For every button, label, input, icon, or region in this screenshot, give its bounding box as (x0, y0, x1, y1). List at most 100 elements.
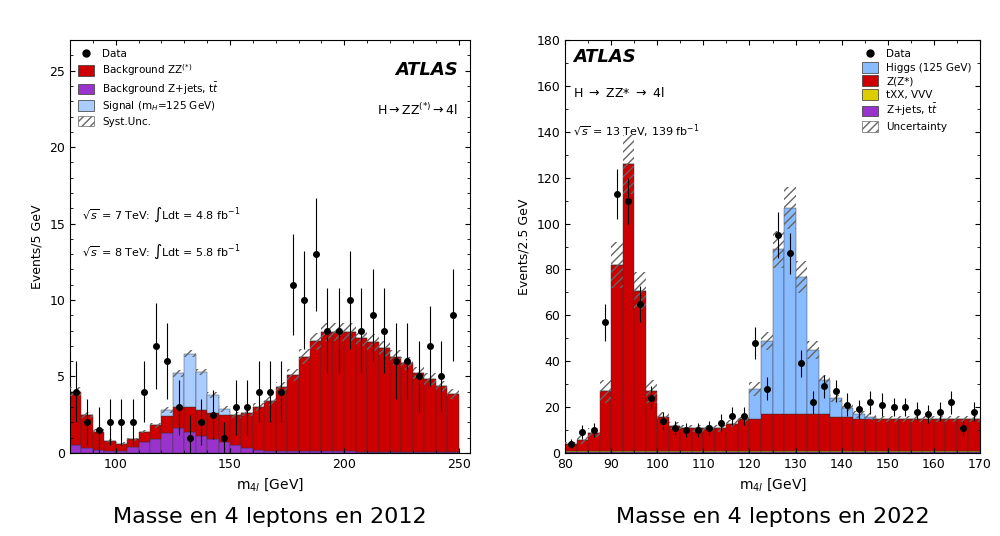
Text: $\sqrt{s}$ = 8 TeV: $\int$Ldt = 5.8 fb$^{-1}$: $\sqrt{s}$ = 8 TeV: $\int$Ldt = 5.8 fb$^… (82, 242, 240, 260)
Bar (957, 451, 968, 452)
Bar (680, 451, 692, 452)
X-axis label: m$_{4l}$ [GeV]: m$_{4l}$ [GeV] (236, 477, 304, 493)
Bar (796, 452, 807, 453)
Bar (253, 450, 264, 453)
Bar (173, 374, 184, 407)
Bar (264, 401, 276, 451)
Bar (333, 323, 344, 341)
Bar (196, 369, 207, 375)
Y-axis label: Events/5 GeV: Events/5 GeV (31, 204, 44, 289)
Bar (116, 442, 127, 445)
Bar (611, 452, 623, 453)
Bar (161, 407, 173, 413)
Text: H $\rightarrow$ ZZ* $\rightarrow$ 4l: H $\rightarrow$ ZZ* $\rightarrow$ 4l (573, 86, 665, 100)
Bar (899, 415, 911, 422)
Bar (104, 451, 116, 453)
Bar (899, 452, 911, 453)
Bar (888, 451, 899, 452)
Bar (738, 452, 749, 453)
Bar (611, 265, 623, 451)
Bar (565, 442, 577, 446)
Bar (184, 407, 196, 431)
Bar (184, 349, 196, 358)
Bar (749, 389, 761, 419)
Bar (264, 396, 276, 406)
Bar (623, 451, 634, 452)
Bar (401, 452, 413, 453)
Bar (784, 188, 796, 229)
Bar (715, 451, 726, 452)
Bar (669, 422, 680, 429)
Bar (577, 452, 588, 453)
Bar (127, 439, 139, 447)
Bar (911, 452, 922, 453)
Bar (669, 452, 680, 453)
Bar (81, 415, 93, 448)
Bar (830, 451, 842, 452)
Bar (196, 436, 207, 453)
Bar (634, 291, 646, 451)
Bar (127, 447, 139, 453)
Bar (796, 451, 807, 452)
Bar (207, 392, 219, 398)
Bar (796, 261, 807, 293)
Bar (853, 414, 865, 419)
Bar (600, 452, 611, 453)
Bar (819, 380, 830, 414)
Bar (853, 411, 865, 418)
Bar (715, 428, 726, 451)
Bar (968, 452, 980, 453)
Bar (70, 445, 81, 453)
Bar (219, 442, 230, 453)
Bar (749, 452, 761, 453)
Bar (436, 386, 447, 452)
Bar (356, 452, 367, 453)
Bar (230, 415, 241, 445)
Bar (772, 414, 784, 451)
Bar (945, 451, 957, 452)
Bar (367, 334, 379, 351)
Bar (196, 372, 207, 410)
Bar (70, 387, 81, 396)
Legend: Data, Higgs (125 GeV), Z(Z*), tXX, VVV, Z+jets, t$\bar{t}$, Uncertainty: Data, Higgs (125 GeV), Z(Z*), tXX, VVV, … (859, 46, 975, 135)
Bar (726, 423, 738, 451)
Bar (93, 429, 104, 434)
Bar (447, 394, 459, 452)
Bar (657, 412, 669, 421)
Bar (772, 249, 784, 414)
Bar (807, 350, 819, 414)
Bar (726, 452, 738, 453)
Bar (957, 415, 968, 422)
Bar (657, 451, 669, 452)
Bar (703, 425, 715, 431)
Bar (830, 398, 842, 416)
Bar (876, 451, 888, 452)
Bar (310, 341, 321, 451)
Bar (669, 451, 680, 452)
Bar (899, 451, 911, 452)
Bar (565, 452, 577, 453)
Bar (968, 451, 980, 452)
Bar (796, 414, 807, 451)
Bar (819, 375, 830, 385)
Bar (830, 395, 842, 402)
Bar (184, 354, 196, 407)
Bar (646, 451, 657, 452)
Bar (703, 428, 715, 451)
Bar (379, 340, 390, 356)
Bar (161, 416, 173, 433)
Bar (945, 452, 957, 453)
Bar (680, 425, 692, 431)
Bar (819, 452, 830, 453)
Bar (623, 165, 634, 451)
Bar (276, 382, 287, 392)
Bar (945, 415, 957, 422)
Bar (139, 431, 150, 442)
Bar (173, 407, 184, 428)
Bar (703, 452, 715, 453)
Bar (749, 419, 761, 451)
Bar (424, 373, 436, 385)
Text: $\sqrt{s}$ = 13 TeV, 139 fb$^{-1}$: $\sqrt{s}$ = 13 TeV, 139 fb$^{-1}$ (573, 123, 700, 140)
Bar (447, 452, 459, 453)
Bar (241, 410, 253, 416)
